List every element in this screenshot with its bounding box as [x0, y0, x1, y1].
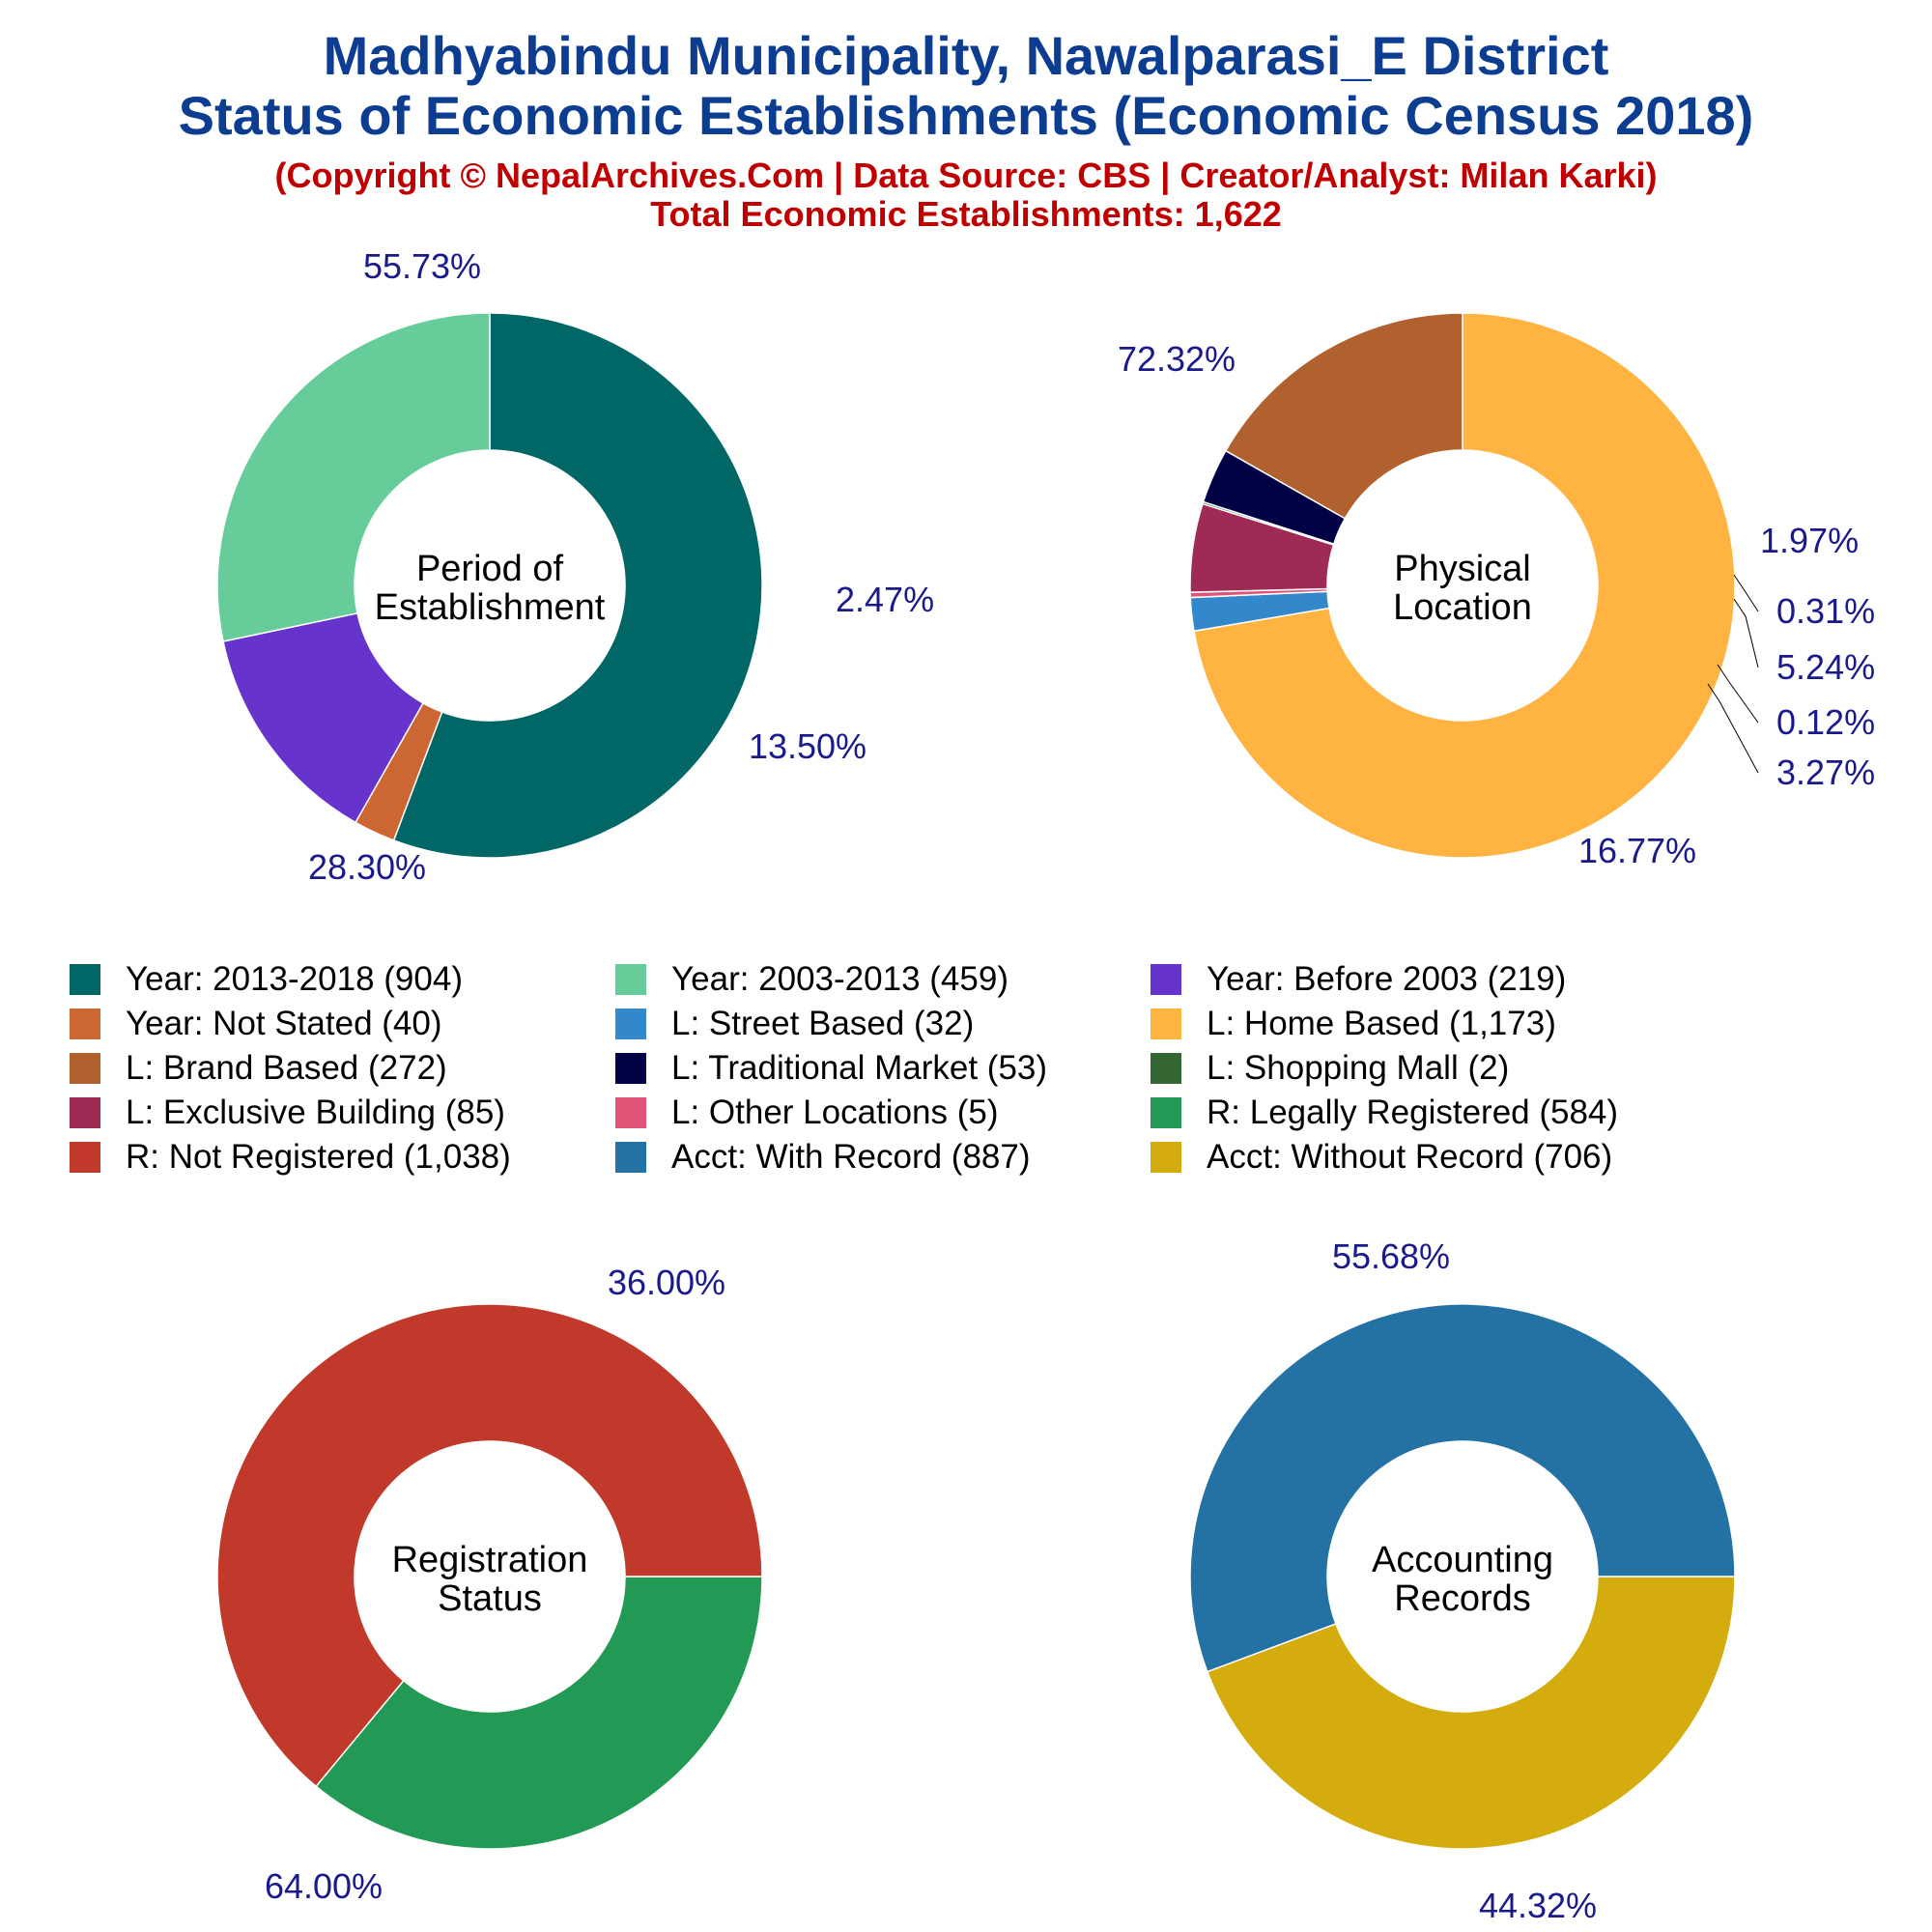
- legend-label: Year: Not Stated (40): [126, 1005, 442, 1042]
- legend-label: Year: 2013-2018 (904): [126, 960, 463, 998]
- legend-item: Year: Not Stated (40): [70, 1005, 615, 1042]
- donut-slice: [392, 312, 763, 859]
- legend-label: Year: 2003-2013 (459): [671, 960, 1009, 998]
- donut-center-label: Location: [1393, 587, 1532, 628]
- legend-item: L: Brand Based (272): [70, 1049, 615, 1087]
- percent-label: 36.00%: [608, 1263, 725, 1302]
- legend-item: Acct: Without Record (706): [1151, 1138, 1730, 1176]
- label-leader-line: [1733, 574, 1759, 612]
- legend-label: Acct: With Record (887): [671, 1138, 1031, 1176]
- legend-swatch: [615, 1053, 646, 1084]
- donut-slice: [1189, 1303, 1736, 1673]
- legend-swatch: [70, 1142, 100, 1173]
- donut-center-label: Status: [438, 1578, 542, 1619]
- donut-center-label: Registration: [392, 1540, 588, 1580]
- donut-slice: [1224, 312, 1463, 520]
- legend-label: R: Not Registered (1,038): [126, 1138, 511, 1176]
- copyright-subtitle: (Copyright © NepalArchives.Com | Data So…: [274, 156, 1658, 195]
- legend-label: L: Shopping Mall (2): [1207, 1049, 1510, 1087]
- donut-center-label: Records: [1394, 1578, 1531, 1619]
- percent-label: 2.47%: [836, 580, 934, 619]
- legend-item: Acct: With Record (887): [615, 1138, 1151, 1176]
- donut-slice: [216, 1303, 763, 1788]
- label-leader-line: [1707, 683, 1759, 774]
- legend-swatch: [1151, 964, 1181, 995]
- legend-item: L: Street Based (32): [615, 1005, 1151, 1042]
- percent-label: 3.27%: [1776, 753, 1875, 792]
- donut-slice: [1193, 312, 1736, 859]
- legend-swatch: [1151, 1009, 1181, 1039]
- legend: Year: 2013-2018 (904) Year: 2003-2013 (45…: [70, 960, 1905, 1176]
- legend-swatch: [1151, 1142, 1181, 1173]
- percent-label: 64.00%: [265, 1866, 383, 1906]
- chart-title: Madhyabindu Municipality, Nawalparasi_E …: [323, 25, 1609, 86]
- percent-label: 55.68%: [1332, 1236, 1450, 1276]
- legend-item: L: Shopping Mall (2): [1151, 1049, 1730, 1087]
- legend-item: Year: 2003-2013 (459): [615, 960, 1151, 998]
- legend-swatch: [615, 1009, 646, 1039]
- legend-label: L: Traditional Market (53): [671, 1049, 1048, 1087]
- percent-label: 16.77%: [1578, 831, 1696, 870]
- legend-swatch: [1151, 1053, 1181, 1084]
- legend-label: L: Brand Based (272): [126, 1049, 447, 1087]
- legend-item: Year: 2013-2018 (904): [70, 960, 615, 998]
- legend-swatch: [70, 1097, 100, 1128]
- legend-swatch: [70, 964, 100, 995]
- legend-item: L: Other Locations (5): [615, 1094, 1151, 1131]
- percent-label: 5.24%: [1776, 647, 1875, 687]
- legend-label: L: Street Based (32): [671, 1005, 975, 1042]
- percent-label: 1.97%: [1760, 521, 1859, 560]
- percent-label: 28.30%: [308, 847, 426, 887]
- percent-label: 13.50%: [749, 726, 867, 766]
- percent-label: 0.31%: [1776, 591, 1875, 631]
- donut-center-label: Establishment: [375, 587, 606, 628]
- legend-label: L: Other Locations (5): [671, 1094, 999, 1131]
- donut-center-label: Physical: [1394, 549, 1531, 589]
- legend-label: R: Legally Registered (584): [1207, 1094, 1619, 1131]
- legend-label: L: Exclusive Building (85): [126, 1094, 505, 1131]
- legend-swatch: [70, 1053, 100, 1084]
- donut-slice: [216, 312, 491, 642]
- label-leader-line: [1717, 664, 1759, 724]
- chart-title-line2: Status of Economic Establishments (Econo…: [178, 85, 1754, 146]
- legend-label: Year: Before 2003 (219): [1207, 960, 1567, 998]
- legend-item: L: Traditional Market (53): [615, 1049, 1151, 1087]
- legend-swatch: [615, 1142, 646, 1173]
- percent-label: 72.32%: [1118, 339, 1236, 379]
- donut-slice: [1206, 1576, 1736, 1850]
- percent-label: 55.73%: [363, 246, 481, 286]
- legend-label: Acct: Without Record (706): [1207, 1138, 1613, 1176]
- legend-item: L: Exclusive Building (85): [70, 1094, 615, 1131]
- donut-center-label: Period of: [416, 549, 564, 589]
- label-leader-line: [1733, 598, 1759, 668]
- legend-item: Year: Before 2003 (219): [1151, 960, 1730, 998]
- legend-item: R: Legally Registered (584): [1151, 1094, 1730, 1131]
- legend-item: R: Not Registered (1,038): [70, 1138, 615, 1176]
- donut-slice: [222, 611, 425, 824]
- legend-swatch: [1151, 1097, 1181, 1128]
- legend-label: L: Home Based (1,173): [1207, 1005, 1556, 1042]
- legend-item: L: Home Based (1,173): [1151, 1005, 1730, 1042]
- legend-swatch: [615, 964, 646, 995]
- total-establishments: Total Economic Establishments: 1,622: [650, 194, 1282, 234]
- legend-swatch: [70, 1009, 100, 1039]
- percent-label: 44.32%: [1479, 1886, 1597, 1925]
- percent-label: 0.12%: [1776, 702, 1875, 742]
- donut-center-label: Accounting: [1372, 1540, 1553, 1580]
- legend-swatch: [615, 1097, 646, 1128]
- donut-slice: [315, 1576, 763, 1850]
